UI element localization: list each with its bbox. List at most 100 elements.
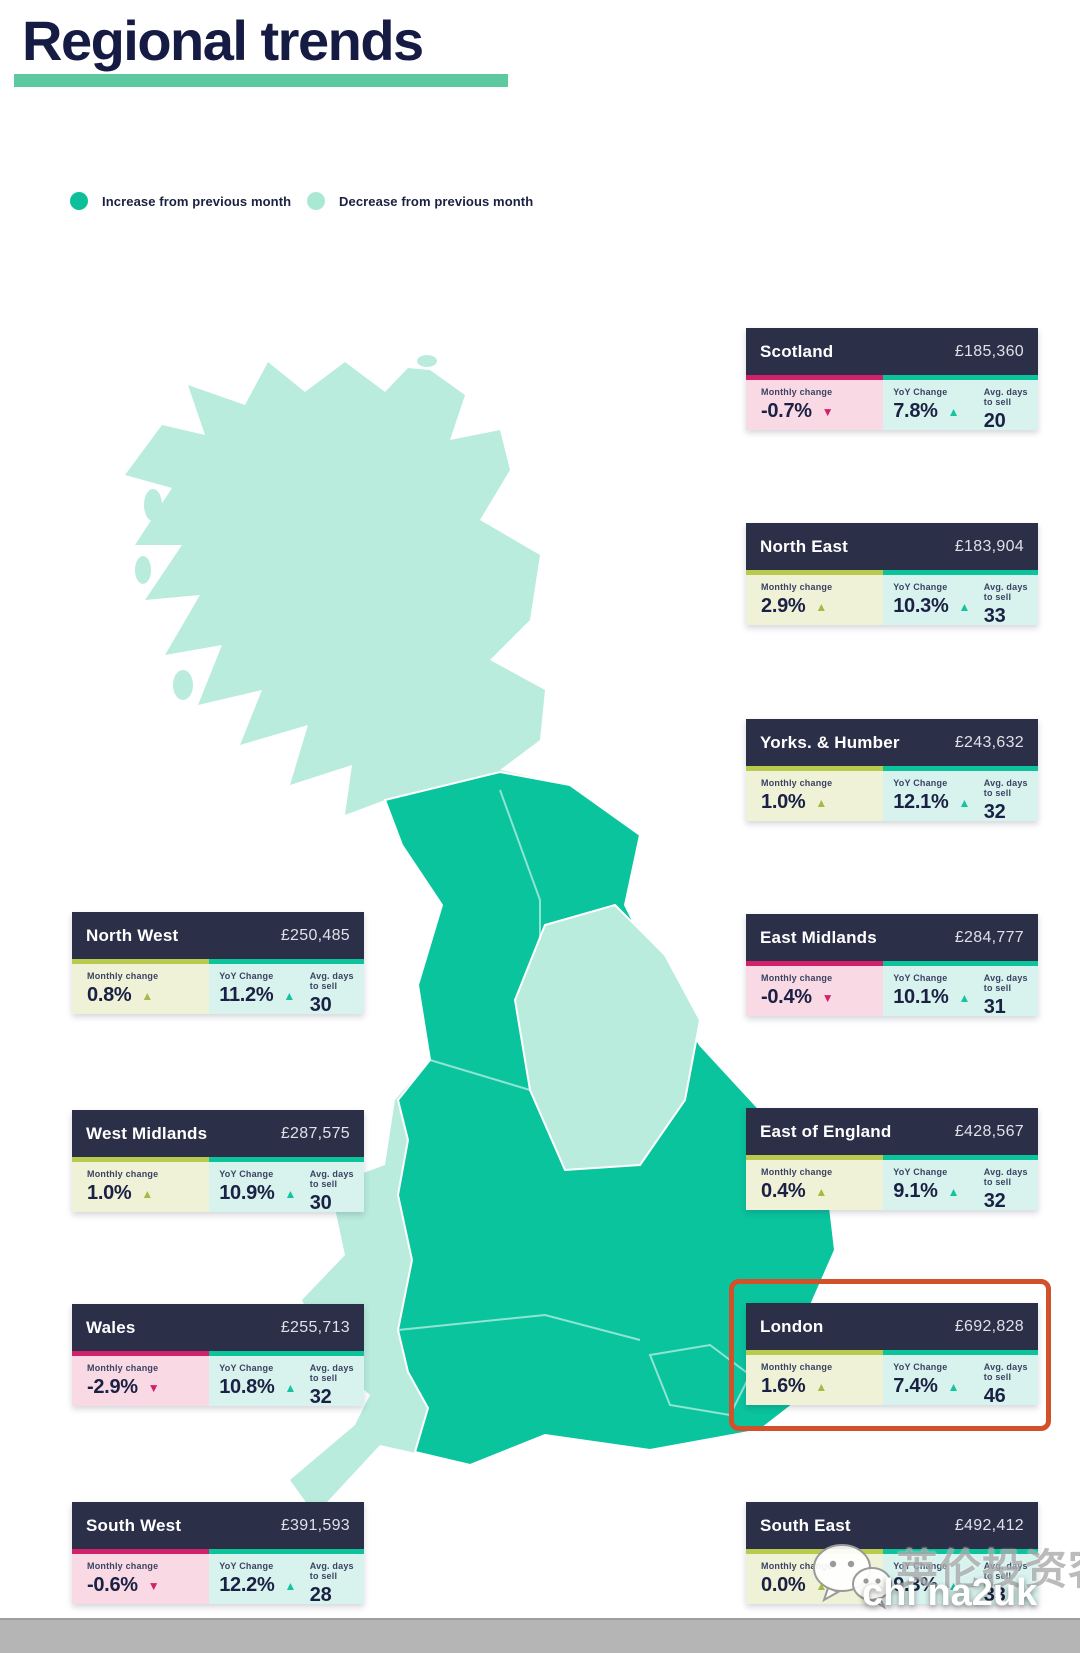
watermark-text-cn: 英伦投资客 [896, 1546, 1080, 1593]
region-card-wales: Wales £255,713 Monthly change -2.9% YoY … [72, 1304, 364, 1408]
days-to-sell-value: 20 [983, 410, 1006, 432]
days-to-sell-cell: Avg. days to sell 28 [299, 1549, 364, 1606]
yoy-change-label: YoY Change [893, 582, 948, 592]
trend-arrow-icon [815, 601, 827, 613]
region-card-header: West Midlands £287,575 [72, 1110, 364, 1157]
up-arrow-icon [958, 797, 970, 809]
yoy-change-value: 12.2% [219, 1574, 275, 1596]
region-card-stats: Monthly change 0.0% YoY Change 9.3% Avg.… [746, 1549, 1038, 1606]
region-card-yorks-humber: Yorks. & Humber £243,632 Monthly change … [746, 719, 1038, 823]
region-name: North West [86, 925, 179, 945]
yoy-change-value: 9.1% [893, 1180, 938, 1202]
monthly-change-value: 1.0% [761, 791, 806, 813]
yoy-change-label: YoY Change [219, 1363, 274, 1373]
region-name: South West [86, 1515, 182, 1535]
legend-decrease-label: Decrease from previous month [339, 193, 534, 209]
region-card-east-of-england: East of England £428,567 Monthly change … [746, 1108, 1038, 1212]
map-island [135, 556, 151, 584]
up-arrow-icon [284, 1580, 296, 1592]
monthly-change-label: Monthly change [87, 1561, 159, 1571]
trend-arrow-icon [141, 1188, 153, 1200]
region-price: £391,593 [280, 1516, 350, 1534]
region-card-header: South West £391,593 [72, 1502, 364, 1549]
decrease-dot-icon [307, 192, 325, 210]
yoy-change-cell: YoY Change 10.1% [883, 961, 974, 1016]
monthly-change-value: 2.9% [761, 595, 806, 617]
monthly-change-label: Monthly change [761, 1561, 833, 1571]
region-name: Yorks. & Humber [760, 732, 900, 752]
region-card-stats: Monthly change -0.6% YoY Change 12.2% Av… [72, 1549, 364, 1606]
region-card-header: South East £492,412 [746, 1502, 1038, 1549]
days-to-sell-label: Avg. days to sell [983, 1561, 1028, 1581]
up-arrow-icon [284, 1188, 296, 1200]
yoy-change-value: 10.8% [219, 1376, 275, 1398]
region-card-header: Wales £255,713 [72, 1304, 364, 1351]
days-to-sell-value: 28 [309, 1584, 332, 1606]
yoy-change-cell: YoY Change 7.8% [883, 375, 974, 430]
yoy-change-label: YoY Change [893, 387, 948, 397]
up-arrow-icon [283, 990, 295, 1002]
monthly-change-cell: Monthly change -0.7% [746, 375, 884, 430]
trend-arrow-icon [815, 797, 827, 809]
days-to-sell-cell: Avg. days to sell 32 [299, 1351, 364, 1408]
region-name: Scotland [760, 341, 834, 361]
region-name: West Midlands [86, 1123, 208, 1143]
monthly-change-label: Monthly change [761, 1167, 833, 1177]
monthly-change-cell: Monthly change -2.9% [72, 1351, 210, 1406]
monthly-change-label: Monthly change [761, 1362, 833, 1372]
region-card-stats: Monthly change 1.6% YoY Change 7.4% Avg.… [746, 1350, 1038, 1407]
region-card-scotland: Scotland £185,360 Monthly change -0.7% Y… [746, 328, 1038, 432]
bottom-bar [0, 1618, 1080, 1653]
monthly-change-value: -0.7% [761, 400, 812, 422]
region-price: £692,828 [954, 1317, 1024, 1335]
monthly-change-label: Monthly change [761, 778, 833, 788]
region-card-stats: Monthly change 0.8% YoY Change 11.2% Avg… [72, 959, 364, 1016]
days-to-sell-cell: Avg. days to sell 46 [973, 1350, 1038, 1407]
map-island [173, 670, 193, 700]
region-name: East Midlands [760, 927, 877, 947]
page-title: Regional trends [22, 9, 424, 72]
region-card-header: North West £250,485 [72, 912, 364, 959]
yoy-change-label: YoY Change [893, 1167, 948, 1177]
yoy-change-value: 9.3% [893, 1574, 938, 1596]
region-card-header: East Midlands £284,777 [746, 914, 1038, 961]
trend-arrow-icon [822, 992, 834, 1004]
region-card-south-west: South West £391,593 Monthly change -0.6%… [72, 1502, 364, 1606]
map-region-border [397, 1313, 641, 1341]
up-arrow-icon [958, 992, 970, 1004]
yoy-change-value: 10.1% [893, 986, 949, 1008]
yoy-change-cell: YoY Change 10.8% [209, 1351, 300, 1406]
monthly-change-label: Monthly change [761, 973, 833, 983]
yoy-change-value: 10.9% [219, 1182, 275, 1204]
days-to-sell-cell: Avg. days to sell 33 [973, 570, 1038, 627]
yoy-change-cell: YoY Change 12.1% [883, 766, 974, 821]
monthly-change-label: Monthly change [761, 387, 833, 397]
yoy-change-label: YoY Change [219, 971, 274, 981]
days-to-sell-label: Avg. days to sell [309, 1363, 354, 1383]
yoy-change-cell: YoY Change 9.3% [883, 1549, 974, 1604]
monthly-change-label: Monthly change [761, 582, 833, 592]
page-header: Regional trends [14, 9, 508, 87]
map-island [144, 489, 162, 521]
days-to-sell-value: 30 [309, 1192, 332, 1214]
days-to-sell-label: Avg. days to sell [983, 387, 1028, 407]
yoy-change-label: YoY Change [893, 1362, 948, 1372]
days-to-sell-value: 32 [983, 801, 1006, 823]
london-highlight-box [729, 1279, 1051, 1431]
region-card-north-east: North East £183,904 Monthly change 2.9% … [746, 523, 1038, 627]
trend-arrow-icon [822, 406, 834, 418]
legend-item-decrease: Decrease from previous month [307, 192, 533, 210]
yoy-change-cell: YoY Change 9.1% [883, 1155, 974, 1210]
region-card-north-west: North West £250,485 Monthly change 0.8% … [72, 912, 364, 1016]
region-card-stats: Monthly change -2.9% YoY Change 10.8% Av… [72, 1351, 364, 1408]
yoy-change-value: 11.2% [219, 984, 274, 1006]
region-card-london: London £692,828 Monthly change 1.6% YoY … [746, 1303, 1038, 1407]
region-card-stats: Monthly change 1.0% YoY Change 10.9% Avg… [72, 1157, 364, 1214]
up-arrow-icon [948, 406, 960, 418]
region-price: £255,713 [280, 1318, 350, 1336]
monthly-change-cell: Monthly change 1.6% [746, 1350, 884, 1405]
region-card-stats: Monthly change 0.4% YoY Change 9.1% Avg.… [746, 1155, 1038, 1212]
yoy-change-value: 12.1% [893, 791, 949, 813]
region-price: £284,777 [954, 928, 1024, 946]
uk-map [125, 355, 837, 1515]
